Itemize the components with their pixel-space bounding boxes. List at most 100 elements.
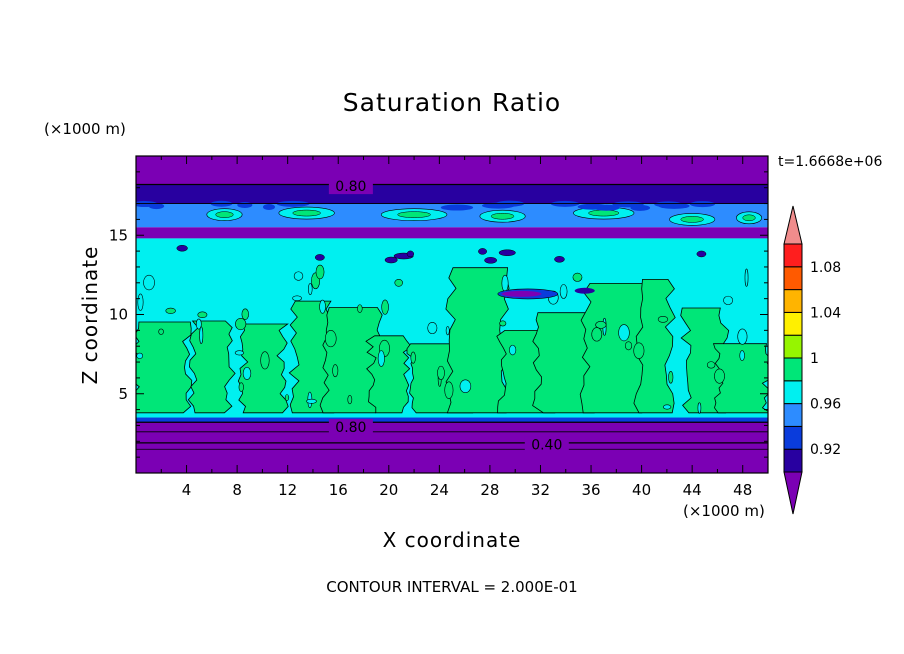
- contour-speckle: [697, 402, 702, 414]
- colorbar-box: [783, 289, 803, 313]
- contour-speckle: [235, 317, 247, 331]
- contour-speckle: [437, 365, 445, 380]
- band-fringe: [593, 204, 620, 211]
- contour-speckle: [158, 328, 164, 335]
- time-label: t=1.6668e+06: [778, 154, 883, 170]
- x-unit-label: (×1000 m): [683, 502, 765, 520]
- contour-speckle: [445, 326, 450, 336]
- dry-fringe: [384, 256, 398, 264]
- contour-speckle: [238, 382, 244, 392]
- contour-speckle: [308, 283, 313, 296]
- y-tick-label: 15: [109, 226, 128, 244]
- moist-plume: [445, 267, 510, 414]
- chart-title: Saturation Ratio: [342, 88, 562, 117]
- x-tick-label: 16: [329, 481, 348, 499]
- contour-speckle: [197, 311, 208, 319]
- contour-speckle: [509, 344, 517, 356]
- contour-speckle: [332, 364, 339, 378]
- cloud-lens-core: [292, 209, 321, 217]
- contour-speckle: [199, 326, 204, 344]
- moist-plume: [633, 279, 676, 414]
- x-tick-label: 12: [278, 481, 297, 499]
- x-tick-label: 24: [430, 481, 449, 499]
- contour-speckle: [633, 342, 645, 359]
- colorbar-tick-label: 1.08: [810, 260, 841, 276]
- moist-plume: [187, 320, 236, 414]
- band-fringe: [440, 204, 474, 211]
- x-tick-label: 44: [683, 481, 702, 499]
- contour-plot-area: 0.80 0.80 0.40: [136, 156, 768, 473]
- dry-fringe: [498, 249, 516, 256]
- contour-layer: [136, 227, 768, 239]
- contour-speckle: [143, 274, 155, 291]
- colorbar-box: [783, 357, 803, 382]
- colorbar-box: [783, 380, 803, 405]
- contour-layer: [136, 156, 768, 185]
- contour-speckle: [195, 318, 202, 330]
- cloud-lens-core: [215, 211, 234, 218]
- contour-interval-footer: CONTOUR INTERVAL = 2.000E-01: [326, 578, 578, 596]
- band-fringe: [630, 204, 651, 211]
- y-tick-label: 10: [109, 306, 128, 324]
- contour-speckle: [662, 404, 672, 410]
- contour-speckle: [306, 398, 317, 404]
- contour-label-bg: [524, 436, 569, 453]
- contour-speckle: [501, 274, 509, 292]
- colorbar-tick-label: 1.04: [810, 305, 841, 321]
- x-tick-label: 8: [232, 481, 242, 499]
- contour-speckle: [234, 350, 245, 356]
- dry-fringe: [484, 257, 498, 264]
- contour-speckle: [444, 381, 454, 399]
- contour-label-bg: [328, 419, 373, 436]
- contour-speckle: [668, 370, 674, 384]
- colorbar-arrow-high: [783, 205, 803, 245]
- colorbar-arrow-low: [783, 471, 803, 515]
- band-fringe: [658, 202, 690, 209]
- contour-speckle: [357, 304, 363, 313]
- contour-speckle: [260, 351, 270, 370]
- cloud-lens-core: [397, 211, 431, 218]
- contour-speckle: [559, 284, 568, 299]
- contour-label-bg: [328, 178, 373, 195]
- cloud-lens-core: [490, 212, 515, 220]
- x-axis-label: X coordinate: [382, 528, 522, 552]
- colorbar-tick-label: 0.96: [810, 397, 841, 413]
- contour-speckle: [319, 299, 326, 314]
- contour-speckle: [241, 308, 249, 320]
- contour-speckle: [284, 394, 290, 401]
- contour-speckle: [242, 366, 252, 380]
- x-tick-label: 28: [480, 481, 499, 499]
- contour-speckle: [572, 272, 583, 282]
- x-tick-label: 20: [379, 481, 398, 499]
- dry-fringe: [478, 248, 487, 255]
- colorbar-tick-label: 0.92: [810, 442, 841, 458]
- contour-speckle: [459, 379, 472, 394]
- x-tick-label: 4: [182, 481, 192, 499]
- y-axis: 5 10 15: [109, 155, 768, 474]
- y-unit-label: (×1000 m): [44, 120, 126, 138]
- colorbar-box: [783, 403, 803, 427]
- contour-speckle: [737, 328, 748, 345]
- contour-speckle: [624, 341, 633, 351]
- moist-plume: [136, 321, 193, 414]
- contour-speckle: [381, 299, 389, 315]
- colorbar-box: [783, 334, 803, 359]
- dry-fringe: [696, 250, 707, 258]
- contour-speckle: [618, 324, 630, 342]
- colorbar-box: [783, 448, 803, 473]
- x-axis: 4 8 12 16 20 24 28 32 36 40 44 48: [135, 156, 769, 499]
- contour-speckle: [315, 264, 325, 280]
- contour-speckle: [723, 295, 734, 305]
- y-axis-label: Z coordinate: [78, 245, 102, 385]
- dry-pocket: [574, 287, 595, 294]
- x-tick-label: 40: [632, 481, 651, 499]
- contour-speckle: [499, 320, 507, 327]
- x-tick-label: 48: [733, 481, 752, 499]
- contour-layer: [136, 422, 768, 473]
- contour-speckle: [347, 394, 353, 405]
- colorbar-box: [783, 266, 803, 291]
- contour-speckle: [137, 293, 144, 311]
- colorbar-tick-label: 1: [810, 351, 819, 367]
- colorbar-legend: 0.92 0.96 1 1.04 1.08: [783, 205, 841, 515]
